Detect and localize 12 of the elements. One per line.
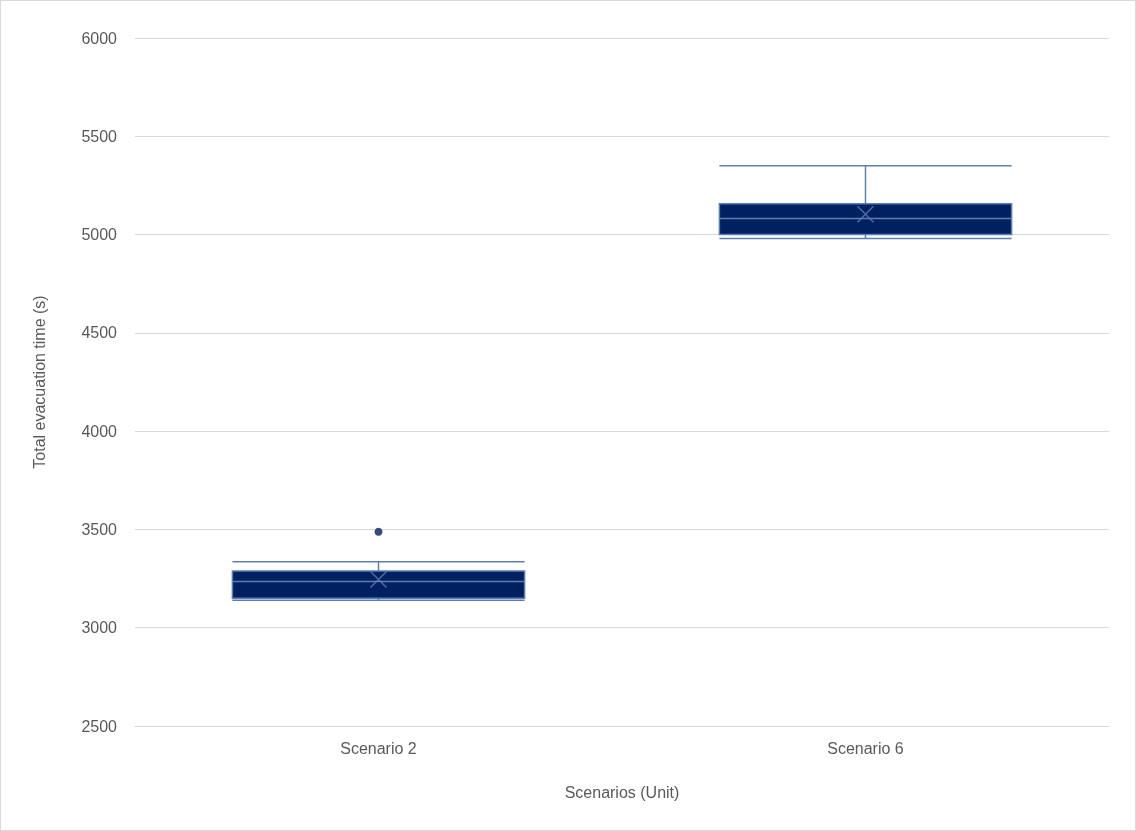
y-axis-title: Total evacuation time (s) — [30, 295, 48, 469]
x-tick-label: Scenario 2 — [340, 739, 417, 757]
y-tick-label: 4500 — [81, 324, 118, 342]
y-tick-label: 6000 — [81, 29, 118, 47]
y-tick-label: 2500 — [81, 717, 118, 735]
x-axis-title: Scenarios (Unit) — [564, 783, 680, 801]
y-tick-label: 4000 — [81, 422, 118, 440]
y-tick-label: 3500 — [81, 520, 118, 538]
y-tick-label: 5500 — [81, 127, 118, 145]
y-tick-label: 3000 — [81, 619, 118, 637]
x-tick-label: Scenario 6 — [827, 739, 904, 757]
y-tick-label: 5000 — [81, 226, 118, 244]
